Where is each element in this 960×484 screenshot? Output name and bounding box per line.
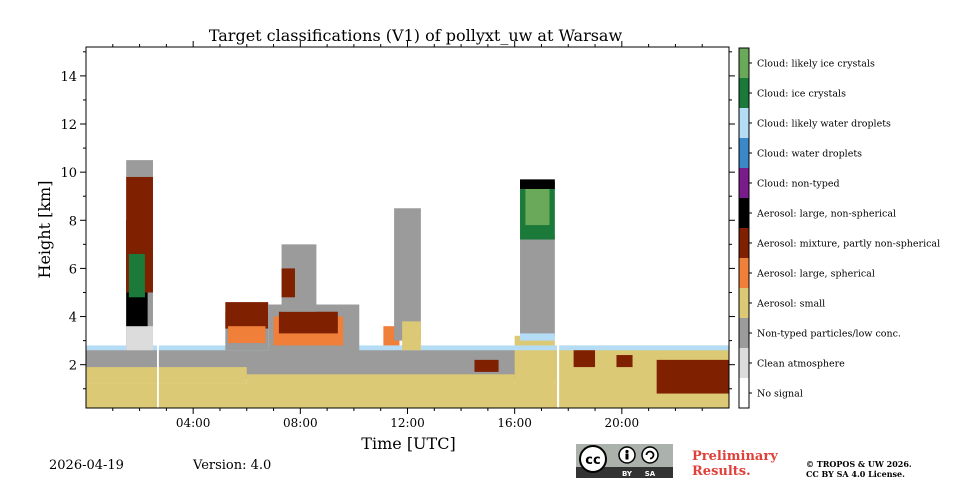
version-label: Version: 4.0 — [193, 458, 272, 473]
cc-icon — [579, 445, 607, 473]
legend-label-0: No signal — [757, 389, 803, 400]
y-tick-label-14: 14 — [60, 70, 77, 85]
legend-swatch-11 — [739, 48, 749, 78]
legend-label-9: Cloud: likely water droplets — [757, 119, 891, 130]
class-region-23 — [474, 359, 499, 372]
class-region-22 — [402, 321, 421, 351]
x-tick-label-16:00: 16:00 — [497, 416, 532, 430]
preliminary-line2: Results. — [692, 464, 751, 479]
legend-label-10: Cloud: ice crystals — [757, 89, 846, 100]
preliminary-notice: Preliminary Results. — [692, 449, 778, 479]
legend-label-2: Non-typed particles/low conc. — [757, 329, 901, 340]
legend-swatch-7 — [739, 168, 749, 198]
legend-label-3: Aerosol: small — [756, 299, 825, 310]
class-region-33 — [556, 47, 560, 408]
legend-swatch-2 — [739, 318, 749, 348]
legend-label-1: Clean atmosphere — [757, 359, 845, 370]
y-tick-label-8: 8 — [69, 214, 77, 229]
y-tick-label-4: 4 — [69, 311, 77, 326]
y-tick-label-6: 6 — [69, 262, 77, 277]
legend-swatch-5 — [739, 228, 749, 258]
legend-label-8: Cloud: water droplets — [757, 149, 862, 160]
class-region-2 — [86, 367, 247, 384]
y-tick-label-10: 10 — [60, 166, 77, 181]
class-region-28 — [520, 333, 555, 341]
legend-label-4: Aerosol: large, spherical — [756, 269, 875, 280]
copyright-notice: © TROPOS & UW 2026. CC BY SA 4.0 License… — [806, 459, 912, 479]
legend-swatch-3 — [739, 288, 749, 318]
x-tick-label-08:00: 08:00 — [283, 416, 318, 430]
legend-swatch-9 — [739, 108, 749, 138]
legend-label-11: Cloud: likely ice crystals — [757, 59, 875, 70]
class-region-31 — [656, 359, 729, 394]
legend-swatch-4 — [739, 258, 749, 288]
class-region-3 — [246, 374, 515, 408]
legend-frame — [738, 47, 750, 409]
legend-swatch-0 — [739, 378, 749, 408]
x-tick-label-20:00: 20:00 — [605, 416, 640, 430]
legend-swatch-8 — [739, 138, 749, 168]
class-region-11 — [128, 253, 145, 298]
class-region-8 — [126, 326, 153, 351]
class-region-30 — [616, 355, 633, 368]
class-region-24 — [520, 234, 555, 336]
legend-label-5: Aerosol: mixture, partly non-spherical — [756, 239, 940, 250]
legend-swatch-1 — [739, 348, 749, 378]
class-region-29 — [573, 350, 596, 368]
class-region-27 — [520, 179, 555, 189]
share-alike-icon — [641, 446, 659, 464]
preliminary-line1: Preliminary — [692, 449, 778, 464]
y-axis-label: Height [km] — [35, 181, 54, 279]
legend-label-6: Aerosol: large, non-spherical — [756, 209, 896, 220]
class-region-26 — [525, 188, 550, 226]
by-label: BY — [622, 470, 633, 478]
class-region-14 — [227, 326, 266, 344]
x-tick-label-04:00: 04:00 — [176, 416, 211, 430]
x-tick-label-12:00: 12:00 — [390, 416, 425, 430]
y-tick-label-2: 2 — [69, 359, 77, 374]
class-region-19 — [281, 268, 295, 298]
legend-swatch-6 — [739, 198, 749, 228]
sa-label: SA — [645, 470, 656, 478]
cc-by-sa-badge: cc BY SA — [576, 444, 673, 478]
class-region-13 — [225, 302, 269, 329]
class-region-17 — [278, 311, 338, 334]
y-tick-label-12: 12 — [60, 118, 77, 133]
class-region-32 — [156, 47, 159, 408]
x-axis-label: Time [UTC] — [361, 434, 455, 453]
date-label: 2026-04-19 — [49, 458, 124, 473]
class-region-21 — [394, 208, 421, 341]
legend-label-7: Cloud: non-typed — [757, 179, 840, 190]
cc-icon-text: cc — [585, 453, 600, 468]
copyright-line2: CC BY SA 4.0 License. — [806, 469, 905, 479]
legend-swatch-10 — [739, 78, 749, 108]
copyright-line1: © TROPOS & UW 2026. — [806, 459, 912, 469]
chart-title: Target classifications (V1) of pollyxt_u… — [209, 26, 623, 45]
